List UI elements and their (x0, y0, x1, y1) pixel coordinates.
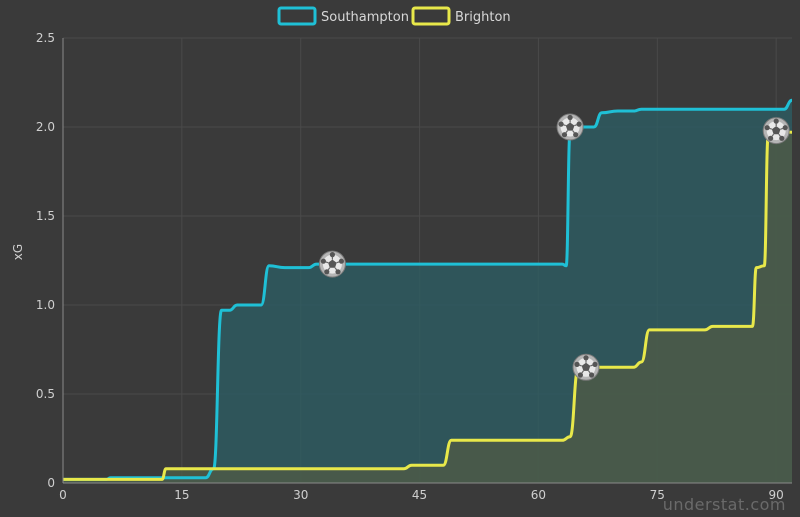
legend-item-brighton[interactable]: Brighton (411, 6, 511, 26)
legend-swatch-southampton (277, 6, 317, 26)
y-tick-label: 2.5 (36, 31, 55, 45)
legend-label-southampton: Southampton (321, 10, 409, 25)
x-tick-label: 0 (59, 488, 67, 502)
area-brighton (63, 130, 792, 483)
goal-icon-southampton[interactable] (556, 113, 584, 141)
area-fills (63, 100, 792, 484)
x-tick-label: 60 (531, 488, 546, 502)
x-tick-label: 90 (769, 488, 784, 502)
axes: 0 15 30 45 60 75 90 0 0.5 1.0 1.5 2.0 2.5 (36, 31, 792, 502)
y-tick-label: 2.0 (36, 120, 55, 134)
x-tick-label: 45 (412, 488, 427, 502)
legend-item-southampton[interactable]: Southampton (277, 6, 409, 26)
y-tick-label: 0 (47, 476, 55, 490)
legend-label-brighton: Brighton (455, 10, 511, 25)
watermark: understat.com (663, 495, 786, 514)
x-tick-label: 75 (650, 488, 665, 502)
x-tick-label: 30 (293, 488, 308, 502)
legend: Southampton Brighton (277, 6, 511, 26)
y-tick-label: 1.0 (36, 298, 55, 312)
y-axis-label: xG (11, 244, 25, 260)
goal-icon-brighton[interactable] (762, 117, 790, 145)
legend-swatch-brighton (411, 6, 451, 26)
goal-markers (318, 113, 790, 381)
goal-icon-southampton[interactable] (318, 250, 346, 278)
y-tick-label: 0.5 (36, 387, 55, 401)
x-tick-label: 15 (174, 488, 189, 502)
y-tick-label: 1.5 (36, 209, 55, 223)
goal-icon-brighton[interactable] (572, 353, 600, 381)
